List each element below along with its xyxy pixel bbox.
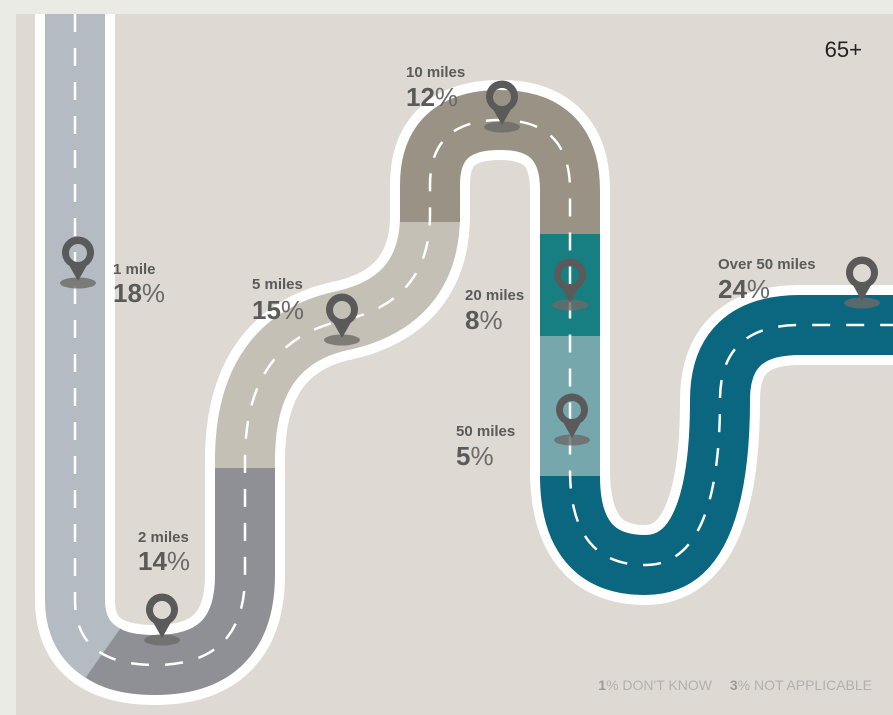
- value-number: 24: [718, 274, 747, 304]
- label-value: 5%: [456, 441, 494, 471]
- label-50-miles: 50 miles 5%: [456, 423, 515, 471]
- label-name: 5 miles: [252, 276, 303, 293]
- map-pin-icon-50-miles: [554, 393, 590, 446]
- value-number: 15: [252, 295, 281, 325]
- label-value: 18%: [113, 278, 165, 308]
- value-unit: %: [167, 546, 190, 576]
- pin-shape: [554, 258, 586, 303]
- map-pin-icon-10-miles: [484, 80, 520, 133]
- label-value: 12%: [406, 82, 458, 112]
- value-number: 18: [113, 278, 142, 308]
- label-name: Over 50 miles: [718, 256, 816, 273]
- pin-shadow: [554, 434, 590, 446]
- label-5-miles: 5 miles 15%: [252, 276, 304, 325]
- label-name: 10 miles: [406, 64, 465, 81]
- label-over-50-miles: Over 50 miles 24%: [718, 256, 816, 304]
- chart-title: 65+: [825, 37, 862, 62]
- value-unit: %: [435, 82, 458, 112]
- value-unit: %: [470, 441, 493, 471]
- label-value: 14%: [138, 546, 190, 576]
- label-name: 1 mile: [113, 261, 156, 278]
- footnote-dont-know-value: 1: [598, 677, 606, 693]
- pin-shape: [846, 256, 878, 301]
- map-pin-icon-1-mile: [60, 236, 96, 289]
- footnote: 1% DON'T KNOW 3% NOT APPLICABLE: [598, 677, 872, 693]
- pin-shadow: [552, 299, 588, 311]
- label-1-mile: 1 mile 18%: [113, 261, 165, 308]
- map-pin-icon-2-miles: [144, 593, 180, 646]
- pin-shadow: [60, 277, 96, 289]
- pin-shadow: [324, 334, 360, 346]
- label-value: 24%: [718, 274, 770, 304]
- value-number: 8: [465, 305, 479, 335]
- pin-shadow: [484, 121, 520, 133]
- value-number: 12: [406, 82, 435, 112]
- label-value: 8%: [465, 305, 503, 335]
- label-value: 15%: [252, 295, 304, 325]
- value-number: 14: [138, 546, 167, 576]
- label-2-miles: 2 miles 14%: [138, 529, 190, 576]
- pin-shape: [326, 293, 358, 338]
- map-pin-icon-5-miles: [324, 293, 360, 346]
- value-unit: %: [747, 274, 770, 304]
- footnote-dont-know-text: % DON'T KNOW: [606, 677, 713, 693]
- value-unit: %: [281, 295, 304, 325]
- label-name: 20 miles: [465, 287, 524, 304]
- label-name: 50 miles: [456, 423, 515, 440]
- pin-shape: [486, 80, 518, 125]
- value-unit: %: [479, 305, 502, 335]
- label-name: 2 miles: [138, 529, 189, 546]
- label-20-miles: 20 miles 8%: [465, 287, 524, 335]
- footnote-not-applicable-text: % NOT APPLICABLE: [738, 677, 872, 693]
- pin-shape: [62, 236, 95, 281]
- value-number: 5: [456, 441, 470, 471]
- map-pin-icon-20-miles: [552, 258, 588, 311]
- map-pin-icon-over-50-miles: [844, 256, 880, 309]
- road-segment-1-mile: [45, 14, 123, 683]
- footnote-not-applicable-value: 3: [730, 677, 738, 693]
- label-10-miles: 10 miles 12%: [406, 64, 465, 112]
- pin-shadow: [844, 297, 880, 309]
- value-unit: %: [142, 278, 165, 308]
- pin-shape: [556, 393, 588, 438]
- pin-shadow: [144, 634, 180, 646]
- pin-shape: [146, 593, 178, 638]
- road-center-dashes: [73, 14, 893, 667]
